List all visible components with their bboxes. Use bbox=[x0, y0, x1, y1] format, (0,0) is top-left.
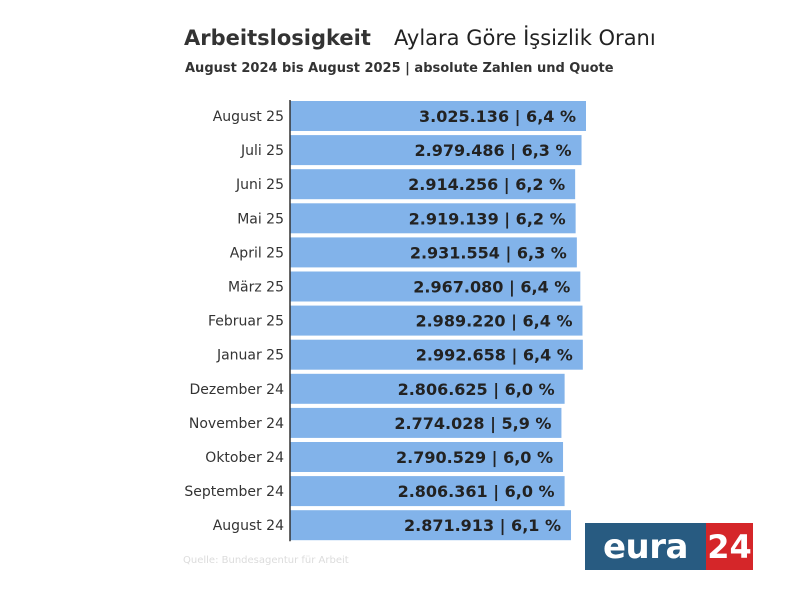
category-label: April 25 bbox=[230, 245, 284, 261]
data-label: 2.806.361 | 6,0 % bbox=[398, 482, 555, 502]
category-label: Mai 25 bbox=[237, 211, 284, 227]
bar bbox=[290, 510, 572, 541]
category-label: August 25 bbox=[213, 109, 284, 125]
logo-text-24: 24 bbox=[706, 523, 753, 570]
chart-subtitle: August 2024 bis August 2025 | absolute Z… bbox=[185, 61, 614, 76]
category-label: Dezember 24 bbox=[189, 382, 284, 398]
chart-title: Arbeitslosigkeit Aylara Göre İşsizlik Or… bbox=[184, 26, 656, 50]
title-turkish: Aylara Göre İşsizlik Oranı bbox=[393, 26, 656, 50]
data-label: 2.989.220 | 6,4 % bbox=[415, 312, 572, 332]
eura24-logo: eura 24 bbox=[585, 523, 753, 570]
data-label: 2.919.139 | 6,2 % bbox=[409, 209, 566, 229]
category-label: Juni 25 bbox=[235, 177, 284, 193]
data-label: 3.025.136 | 6,4 % bbox=[419, 107, 576, 127]
data-label: 2.774.028 | 5,9 % bbox=[394, 414, 551, 434]
data-label: 2.806.625 | 6,0 % bbox=[398, 380, 555, 400]
category-label: März 25 bbox=[228, 280, 284, 296]
bar bbox=[290, 135, 582, 166]
bar bbox=[290, 339, 583, 370]
category-label: Juli 25 bbox=[240, 143, 284, 159]
data-label: 2.992.658 | 6,4 % bbox=[416, 346, 573, 366]
bar bbox=[290, 101, 586, 131]
source-note: Quelle: Bundesagentur für Arbeit bbox=[183, 555, 349, 566]
bar bbox=[290, 476, 565, 507]
logo-text-eura: eura bbox=[585, 523, 706, 570]
category-label: September 24 bbox=[184, 484, 284, 500]
data-label: 2.979.486 | 6,3 % bbox=[415, 141, 572, 161]
bar bbox=[290, 169, 576, 200]
bar bbox=[290, 442, 564, 472]
category-label: Oktober 24 bbox=[205, 450, 284, 466]
bar bbox=[290, 305, 583, 336]
bar bbox=[290, 271, 581, 302]
data-label: 2.914.256 | 6,2 % bbox=[408, 175, 565, 195]
bar bbox=[290, 407, 562, 438]
bar bbox=[290, 203, 576, 234]
category-label: November 24 bbox=[189, 416, 284, 432]
data-label: 2.967.080 | 6,4 % bbox=[413, 278, 570, 298]
category-label: Februar 25 bbox=[208, 314, 284, 330]
category-label: August 24 bbox=[213, 518, 284, 534]
data-label: 2.931.554 | 6,3 % bbox=[410, 243, 567, 263]
category-label: Januar 25 bbox=[216, 348, 284, 364]
bar bbox=[290, 373, 565, 404]
title-german: Arbeitslosigkeit bbox=[184, 26, 371, 50]
data-label: 2.871.913 | 6,1 % bbox=[404, 516, 561, 536]
bar bbox=[290, 237, 577, 268]
data-label: 2.790.529 | 6,0 % bbox=[396, 448, 553, 468]
